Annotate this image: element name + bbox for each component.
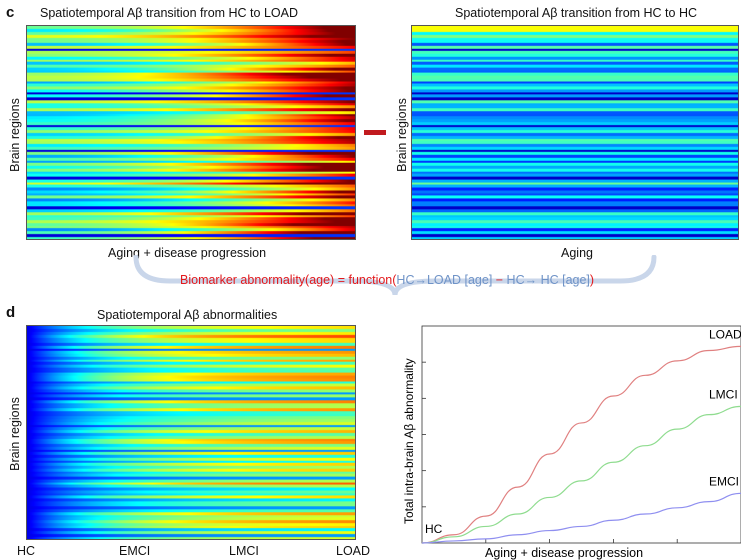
chart-ticks [422,361,678,543]
chart-ylabel: Total intra-brain Aβ abnormality [402,358,416,524]
chart-lines [421,345,741,544]
heatmap-abnormalities [26,325,356,540]
series-line-load [421,345,741,544]
heatmap-hc-to-load [26,25,356,240]
heatmap-left-xlabel: Aging + disease progression [108,246,267,260]
chart-xlabel: Aging + disease progression [485,546,643,560]
formula-part4: HC→ HC [age] [506,273,590,287]
chart-start-label: HC [425,522,443,536]
ylabel-left: Brain regions [8,98,22,172]
series-label-lmci: LMCI [709,387,738,401]
formula: Biomarker abnormality(age) = function(HC… [180,273,594,287]
ylabel-d: Brain regions [8,397,22,471]
heatmap-left-title: Spatiotemporal Aβ transition from HC to … [40,6,298,20]
heatmap-d-title: Spatiotemporal Aβ abnormalities [97,308,278,322]
stage-label-lmci: LMCI [229,544,259,558]
heatmap-right-title: Spatiotemporal Aβ transition from HC to … [455,6,698,20]
minus-sign [364,130,386,135]
panel-letter-c: c [6,4,15,21]
series-line-emci [421,492,741,544]
series-line-lmci [421,405,741,544]
stage-label-hc: HC [17,544,36,558]
heatmap-right-xlabel: Aging [561,246,593,260]
chart-series-labels: LOAD LMCI EMCI [709,327,741,488]
brace-connector [133,255,657,296]
formula-part5: ) [589,273,595,287]
line-chart: LOAD LMCI EMCI HC Aging + disease progress… [402,325,741,560]
formula-part3: − [492,273,507,287]
formula-part2: HC→LOAD [age] [396,273,493,287]
chart-frame [421,325,741,544]
series-label-emci: EMCI [709,474,739,488]
stage-label-emci: EMCI [119,544,151,558]
ylabel-right: Brain regions [395,98,409,172]
panel-letter-d: d [6,304,16,321]
stage-label-load: LOAD [336,544,371,558]
formula-part1: Biomarker abnormality(age) = function( [180,273,397,287]
series-label-load: LOAD [709,327,741,341]
heatmap-hc-to-hc [411,25,739,240]
